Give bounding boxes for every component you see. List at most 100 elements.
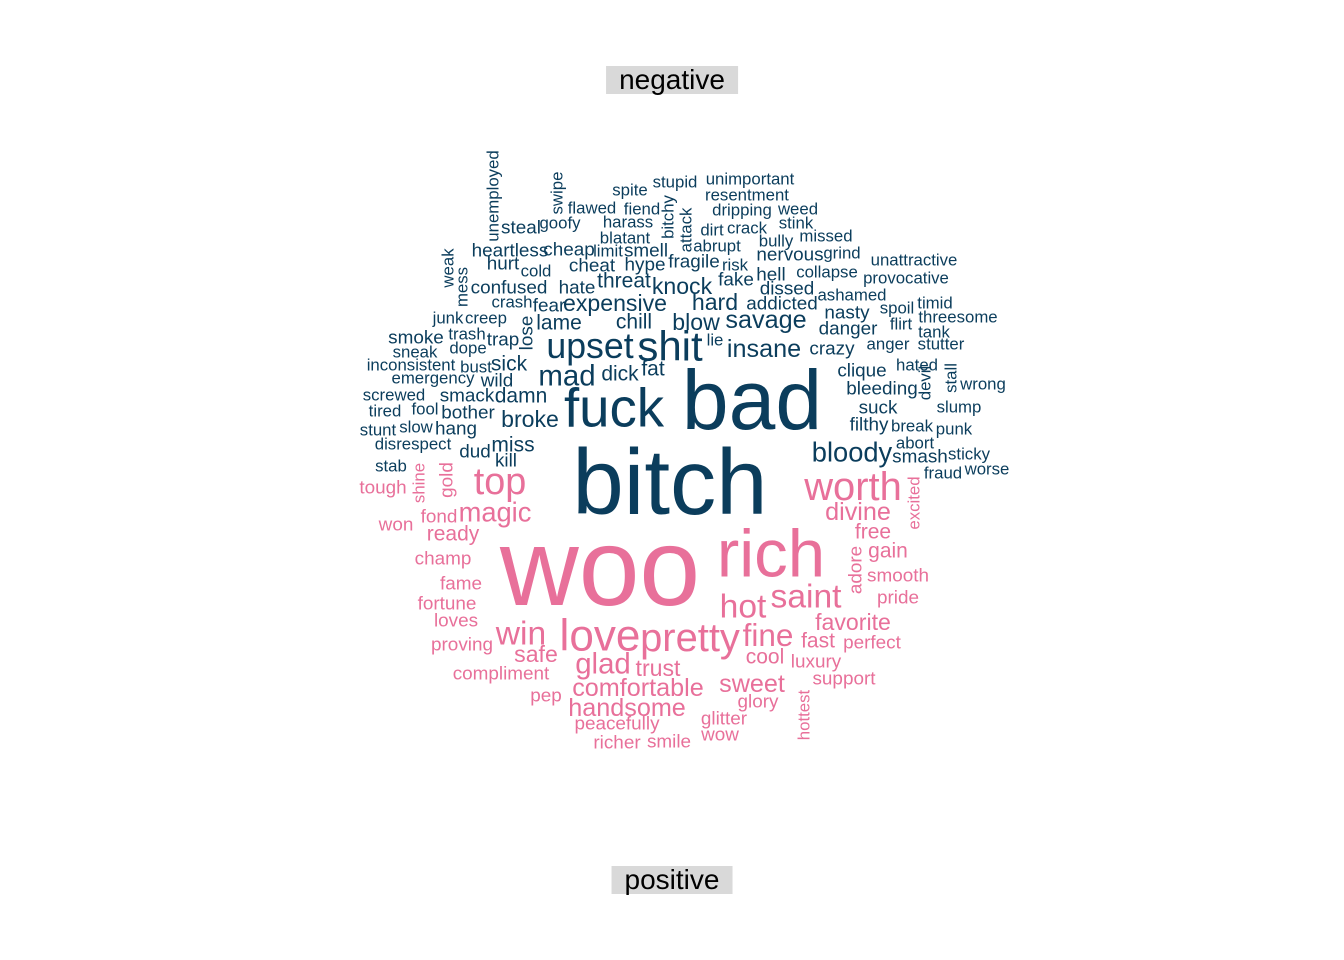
word-negative-slow: slow	[399, 418, 433, 437]
word-positive-magic: magic	[459, 497, 532, 528]
word-negative-dissed: dissed	[760, 279, 815, 300]
word-negative-blatant: blatant	[600, 229, 651, 248]
word-positive-pretty: pretty	[640, 616, 740, 660]
word-positive-fond: fond	[421, 507, 458, 528]
word-positive-pep: pep	[530, 686, 562, 707]
word-positive-gain: gain	[868, 540, 908, 563]
word-positive-gold: gold	[437, 462, 458, 498]
word-negative-provocative: provocative	[863, 269, 949, 288]
word-negative-screwed: screwed	[363, 386, 426, 405]
word-positive-glad: glad	[575, 648, 631, 681]
word-positive-support: support	[812, 669, 876, 690]
word-negative-fragile: fragile	[668, 252, 719, 273]
word-negative-weed: weed	[777, 200, 818, 219]
word-negative-mad: mad	[538, 360, 595, 393]
word-positive-won: won	[378, 515, 414, 536]
word-negative-bother: bother	[441, 403, 495, 424]
word-positive-loves: loves	[434, 611, 478, 632]
word-positive-luxury: luxury	[791, 652, 842, 673]
word-negative-cheat: cheat	[569, 256, 616, 277]
word-positive-richer: richer	[593, 733, 640, 754]
word-negative-bust: bust	[460, 358, 492, 377]
word-negative-stunt: stunt	[360, 421, 397, 440]
word-negative-smack: smack	[440, 386, 495, 407]
word-negative-upset: upset	[546, 326, 633, 366]
word-negative-dick: dick	[601, 363, 639, 386]
word-positive-smooth: smooth	[867, 566, 929, 587]
word-positive-rich: rich	[717, 517, 825, 592]
word-negative-disrespect: disrespect	[375, 435, 452, 454]
word-negative-unimportant: unimportant	[706, 170, 795, 189]
word-positive-love: love	[560, 612, 641, 661]
word-positive-win: win	[495, 616, 546, 653]
word-negative-fake: fake	[718, 270, 754, 291]
word-negative-crazy: crazy	[809, 339, 855, 360]
word-negative-addicted: addicted	[746, 294, 817, 315]
word-negative-punk: punk	[936, 420, 973, 439]
word-negative-cheap: cheap	[543, 240, 594, 261]
word-negative-heartless: heartless	[472, 241, 549, 262]
word-negative-weak: weak	[439, 248, 458, 289]
word-negative-stutter: stutter	[918, 335, 965, 354]
word-negative-bitchy: bitchy	[659, 194, 678, 238]
word-negative-abrupt: abrupt	[693, 237, 741, 256]
word-positive-free: free	[855, 521, 891, 544]
word-negative-lie: lie	[707, 331, 724, 350]
word-negative-bad: bad	[682, 353, 822, 447]
word-positive-smile: smile	[647, 732, 691, 753]
word-negative-fat: fat	[641, 358, 665, 381]
word-negative-chill: chill	[616, 311, 652, 334]
word-negative-missed: missed	[799, 227, 852, 246]
word-negative-devil: devil	[916, 366, 935, 401]
word-positive-fine: fine	[743, 617, 794, 653]
word-negative-danger: danger	[819, 319, 878, 340]
word-negative-swipe: swipe	[548, 172, 567, 215]
word-negative-clique: clique	[837, 361, 886, 382]
group-label-positive: positive	[611, 866, 733, 894]
word-negative-wrong: wrong	[959, 375, 1006, 394]
word-negative-limit: limit	[593, 242, 623, 261]
word-positive-hottest: hottest	[795, 689, 814, 740]
word-negative-flirt: flirt	[890, 315, 913, 334]
word-negative-fraud: fraud	[924, 464, 962, 483]
word-negative-bleeding: bleeding	[846, 379, 917, 400]
word-negative-hated: hated	[896, 356, 938, 375]
word-negative-fuck: fuck	[564, 378, 665, 439]
word-negative-nasty: nasty	[824, 303, 870, 324]
word-negative-expensive: expensive	[563, 290, 667, 316]
word-negative-crack: crack	[727, 219, 768, 238]
word-positive-worth: worth	[803, 465, 902, 509]
word-negative-spite: spite	[612, 181, 647, 200]
word-negative-lame: lame	[536, 312, 582, 335]
word-negative-knock: knock	[652, 273, 713, 299]
word-positive-pride: pride	[877, 588, 919, 609]
word-negative-cold: cold	[521, 262, 552, 281]
word-negative-hurt: hurt	[487, 254, 520, 275]
word-positive-safe: safe	[514, 641, 558, 667]
word-negative-smell: smell	[624, 241, 668, 262]
word-negative-tank: tank	[918, 323, 950, 342]
word-positive-excited: excited	[905, 476, 924, 529]
word-negative-trash: trash	[448, 325, 485, 344]
word-negative-broke: broke	[501, 406, 559, 432]
word-negative-harass: harass	[603, 213, 653, 232]
word-negative-fool: fool	[411, 400, 438, 419]
word-negative-suck: suck	[859, 398, 898, 419]
word-negative-bully: bully	[759, 232, 794, 251]
word-positive-shine: shine	[410, 463, 429, 503]
word-positive-ready: ready	[427, 523, 480, 546]
word-negative-grind: grind	[823, 244, 860, 263]
word-positive-adore: adore	[846, 546, 867, 594]
word-negative-hell: hell	[756, 265, 785, 286]
word-negative-flawed: flawed	[568, 199, 617, 218]
word-negative-stupid: stupid	[653, 173, 698, 192]
word-negative-smoke: smoke	[388, 328, 444, 349]
word-negative-shit: shit	[637, 323, 703, 370]
word-negative-insane: insane	[727, 335, 801, 363]
word-negative-abort: abort	[896, 434, 935, 453]
word-positive-peacefully: peacefully	[574, 714, 660, 735]
word-negative-emergency: emergency	[391, 369, 475, 388]
word-negative-confused: confused	[471, 278, 548, 299]
word-negative-creep: creep	[465, 309, 507, 328]
word-negative-filthy: filthy	[850, 415, 889, 436]
